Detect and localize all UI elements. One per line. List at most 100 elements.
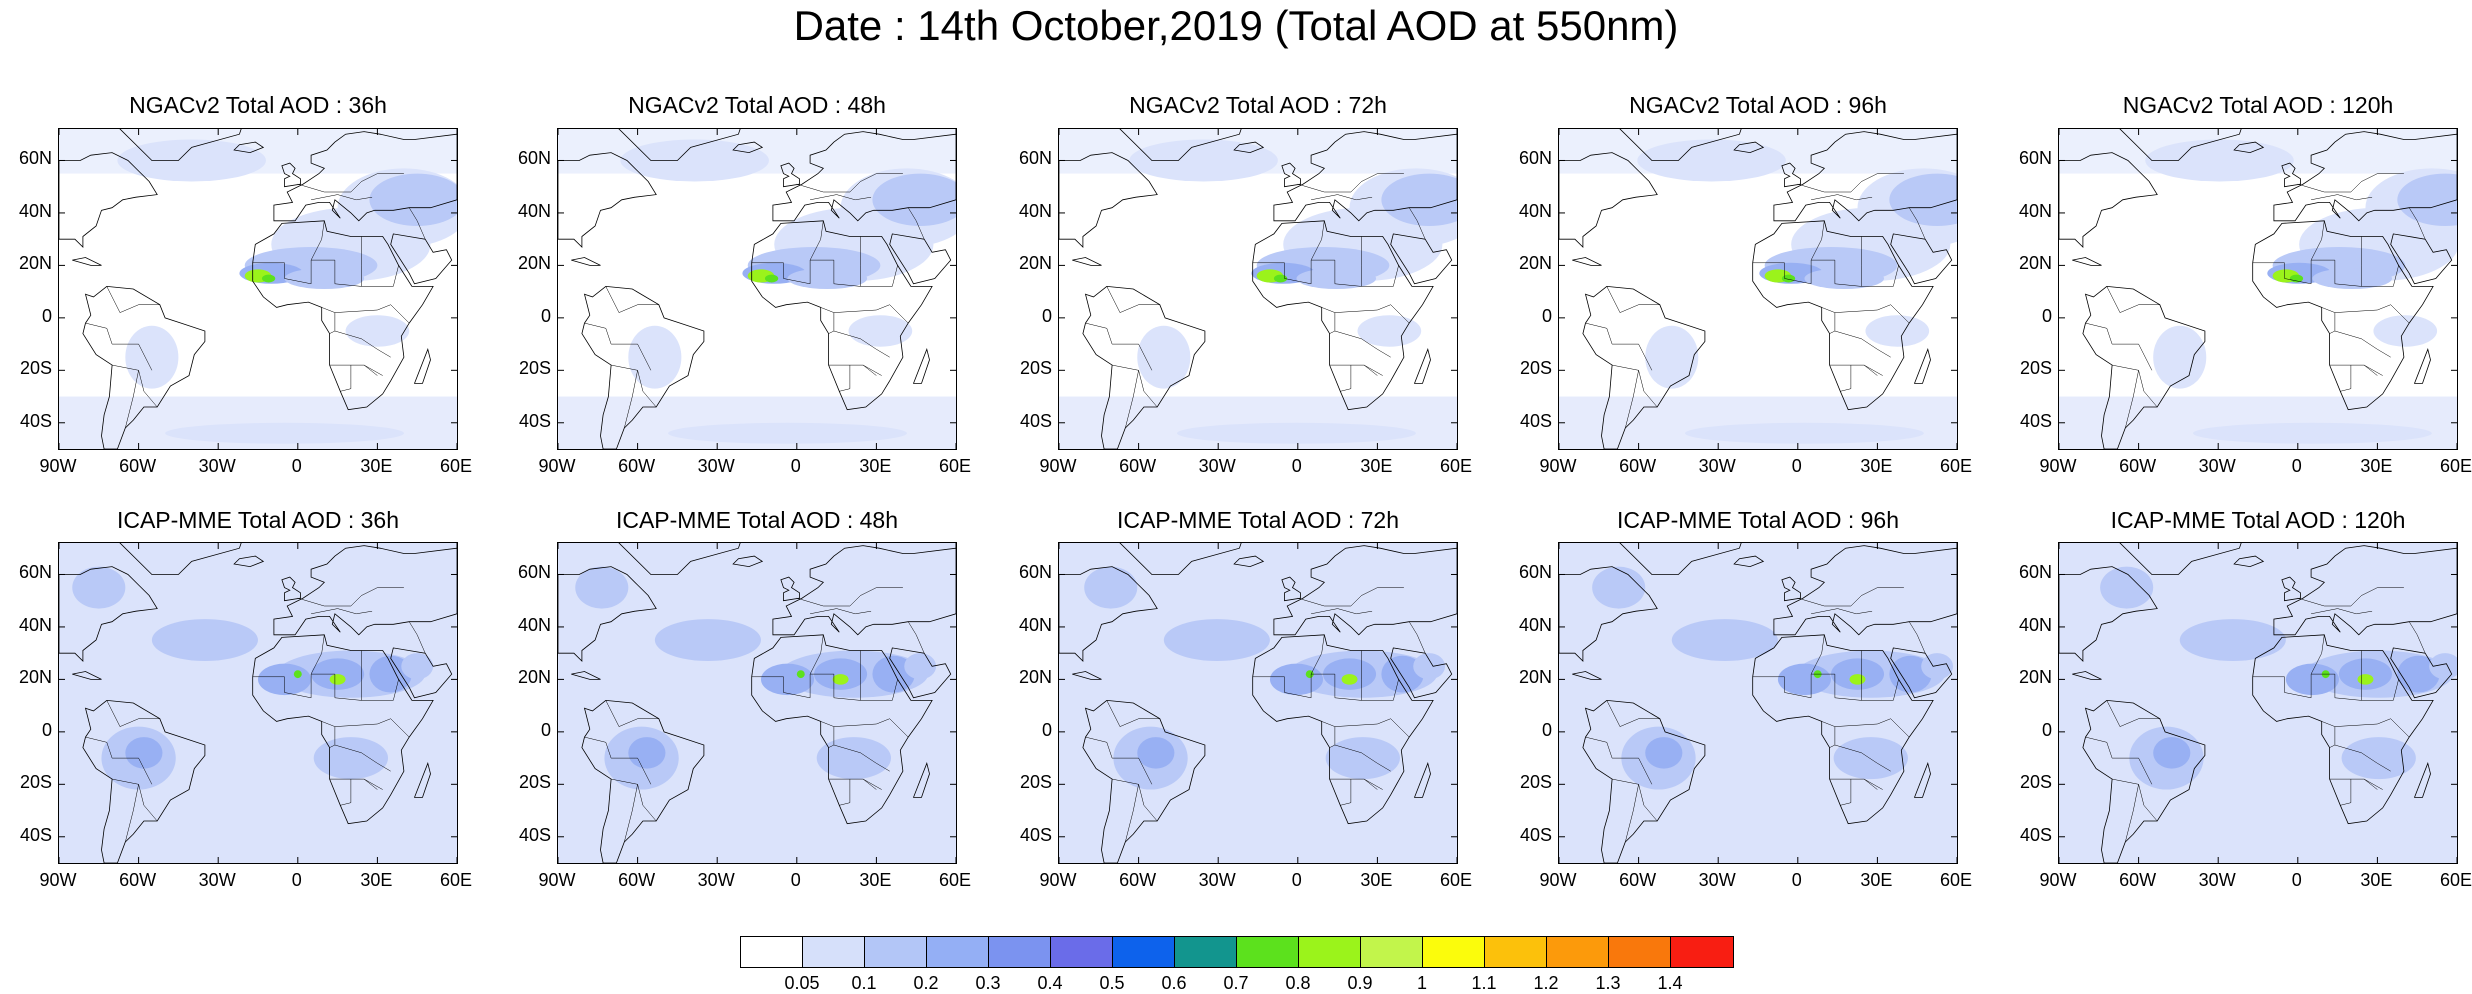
country-border [820,721,835,748]
aod-field-blob [284,268,365,289]
lat-tick-label: 20S [1519,772,1552,793]
lat-tick-label: 0 [540,305,551,326]
aod-field-blob [1777,663,1831,696]
country-border [828,364,882,376]
country-border [2334,330,2391,358]
map-panel [1558,128,1958,450]
lon-tick-label: 0 [2291,870,2302,890]
lon-tick-label: 30E [1360,456,1393,476]
lon-tick-label: 0 [291,870,302,890]
lon-tick-label: 30W [2198,456,2236,476]
country-border [1311,194,1373,201]
country-border [361,679,399,701]
lon-tick-label: 30E [1860,870,1893,890]
country-border [1252,674,1312,699]
lat-tick-label: 60N [18,148,52,169]
lon-tick-label: 30E [2360,456,2393,476]
country-border [2085,322,2153,371]
coastline [2252,220,2434,411]
coastline [1390,233,1453,285]
country-border [2252,260,2312,285]
lon-tick-label: 0 [291,456,302,476]
lat-tick-label: 40N [18,200,52,221]
aod-field-blob [125,325,179,389]
coastline [1733,141,1765,154]
country-border [809,634,824,675]
coastline [2072,671,2102,680]
map-panel [58,128,458,450]
country-border [106,286,160,313]
coastline [119,543,242,575]
aod-field-blob [1645,737,1683,769]
country-border [1834,718,1910,738]
aod-field-blob [311,658,365,690]
aod-field-blob [1833,737,1908,780]
lon-tick-label: 0 [1291,456,1302,476]
country-border [839,779,851,806]
coastline [281,162,301,188]
lon-tick-label: 90W [2039,870,2077,890]
colorbar-label: 0.9 [1347,973,1373,993]
coastline [1233,141,1265,154]
country-border [2334,718,2410,738]
country-border [1311,673,1362,701]
colorbar-label: 1.1 [1471,973,1497,993]
aod-field-blob [2338,658,2392,690]
colorbar [740,936,1734,968]
lon-tick-label: 60E [938,456,972,476]
colorbar-swatch [1671,937,1733,967]
coastline [1619,543,1742,575]
country-border [839,365,851,392]
coastline [732,555,764,568]
lon-tick-label: 30W [198,456,236,476]
aod-map-svg [2059,543,2457,863]
aod-field-blob [1413,653,1446,680]
country-border [363,364,378,376]
colorbar-swatch [1423,937,1485,967]
country-border [2329,364,2383,376]
lon-tick-label: 90W [1039,870,1077,890]
lon-tick-label: 60W [1619,870,1657,890]
country-border [1811,259,1862,287]
country-border [1908,207,1926,240]
lat-tick-label: 60N [1518,562,1552,583]
coastline [2082,699,2206,863]
country-border [2125,370,2139,429]
country-border [2311,194,2373,201]
lat-tick-label: 0 [2041,719,2052,740]
lat-tick-label: 60N [1018,148,1052,169]
coastline [59,152,158,248]
coastline [2273,131,2457,222]
coastline [2072,257,2102,266]
country-border [1311,608,1373,615]
aod-field-blob [261,274,276,283]
country-border [311,608,373,615]
colorbar-label: 1.3 [1595,973,1621,993]
country-border [2408,207,2426,240]
colorbar-swatch [1299,937,1361,967]
lat-tick-label: 20N [517,253,551,274]
country-border [833,304,909,324]
coastline [1059,152,1158,248]
aod-field-blob [329,674,346,685]
coastline [751,634,933,825]
lon-tick-label: 90W [2039,456,2077,476]
aod-field-blob [872,173,956,227]
aod-field-blob [654,619,761,662]
country-border [2321,721,2336,748]
map-panel [557,128,957,450]
aod-field-blob [1921,653,1954,680]
coastline [72,671,102,680]
colorbar-swatch [865,937,927,967]
aod-field-blob [575,566,629,609]
country-border [2085,736,2153,785]
lat-tick-label: 0 [2041,305,2052,326]
lon-tick-label: 60E [1439,456,1473,476]
country-border [1821,721,1836,748]
country-border [1125,370,1139,429]
coastline [751,220,933,411]
country-border [833,718,909,738]
country-border [311,194,373,201]
lat-tick-label: 40S [2019,824,2052,845]
lat-tick-label: 40N [1018,614,1052,635]
